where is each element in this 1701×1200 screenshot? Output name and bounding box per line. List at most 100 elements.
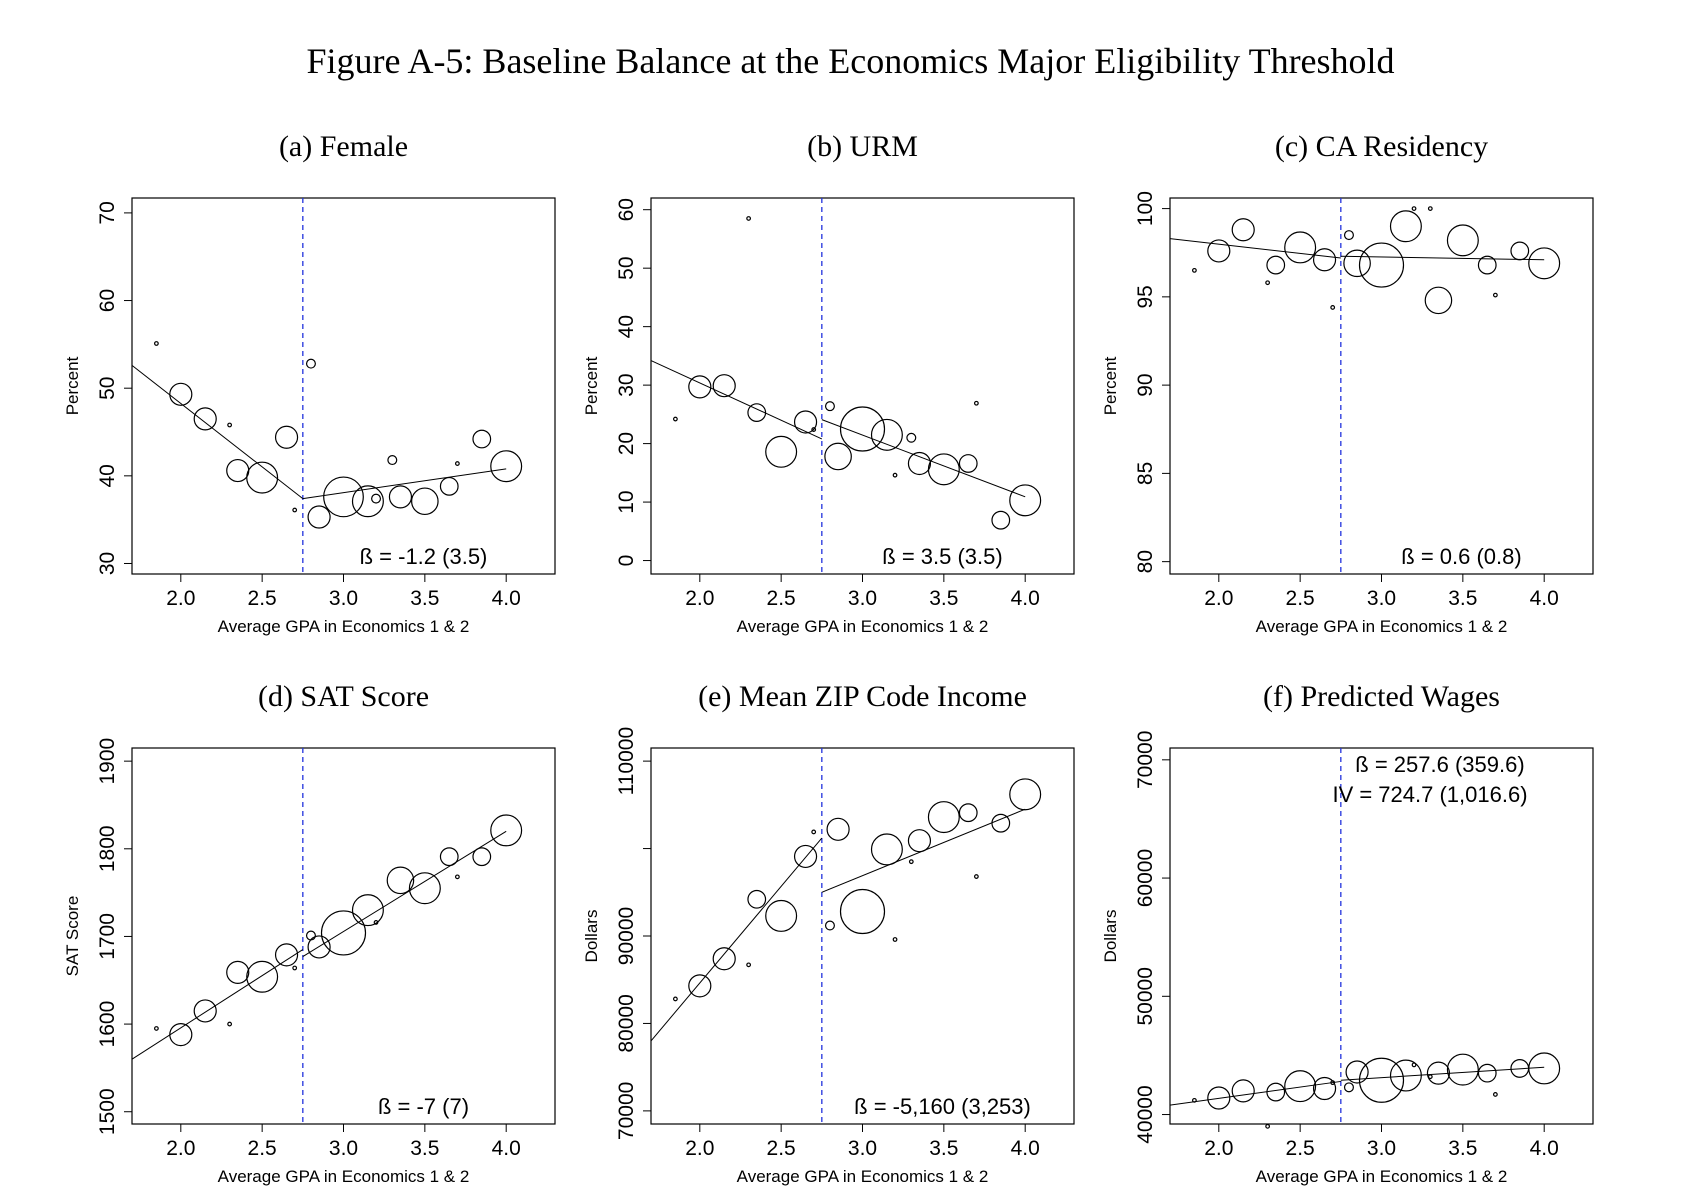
data-point (973, 874, 979, 879)
fit-line-right (1340, 1066, 1545, 1081)
data-point (1192, 267, 1197, 273)
y-tick-label: 1600 (96, 1001, 119, 1048)
y-tick-label: 20 (615, 432, 638, 455)
data-point (765, 435, 798, 468)
data-point (1358, 1057, 1405, 1103)
estimate-annotation: ß = -7 (7) (378, 1094, 469, 1119)
data-point (991, 510, 1011, 530)
y-tick-label: 1700 (96, 913, 119, 960)
x-tick-label: 2.0 (166, 1137, 195, 1160)
data-point (1231, 218, 1255, 242)
data-point (305, 930, 316, 941)
data-point (1192, 1097, 1197, 1103)
fit-line-left (1169, 1080, 1341, 1106)
data-point (323, 476, 364, 518)
data-point (490, 814, 523, 847)
y-tick-label: 30 (96, 552, 119, 575)
y-axis-label: Percent (1101, 356, 1120, 415)
x-tick-label: 4.0 (1530, 587, 1559, 610)
panel-c: (c) CA Residency 2.0 2.5 3.0 3.5 4.0 80 85 90 95 1… (1101, 130, 1594, 636)
data-point (765, 899, 798, 932)
data-point (1345, 1060, 1369, 1084)
y-tick-label: 1900 (96, 738, 119, 785)
data-point (411, 487, 439, 516)
data-point (793, 844, 818, 869)
y-tick-label: 0 (615, 555, 638, 567)
x-tick-label: 2.5 (1286, 587, 1315, 610)
y-axis-label: Percent (582, 356, 601, 415)
panel-title: (a) Female (279, 130, 408, 163)
x-tick-label: 4.0 (492, 1137, 521, 1160)
data-point (1492, 1092, 1498, 1097)
x-tick-label: 2.5 (1286, 1137, 1315, 1160)
data-point (712, 374, 736, 398)
data-point (1266, 255, 1286, 275)
data-point (388, 485, 413, 509)
data-point (793, 410, 818, 434)
data-point (1477, 255, 1497, 275)
y-tick-label: 70000 (1134, 731, 1157, 789)
y-tick-label: 30 (615, 373, 638, 396)
fit-line-right (302, 830, 507, 958)
data-point (154, 1026, 159, 1031)
panel-title: (d) SAT Score (258, 680, 429, 713)
x-tick-label: 2.0 (685, 1137, 714, 1160)
data-point (1343, 230, 1354, 241)
data-point (1358, 242, 1405, 288)
data-point (454, 461, 460, 466)
x-tick-label: 3.0 (1367, 587, 1396, 610)
x-tick-label: 3.0 (329, 587, 358, 610)
data-point (246, 461, 279, 494)
x-tick-label: 3.5 (929, 587, 958, 610)
y-tick-label: 50 (615, 256, 638, 279)
data-point (826, 817, 850, 841)
panel-title: (c) CA Residency (1275, 130, 1488, 163)
data-point (811, 829, 817, 835)
y-axis-label: Percent (63, 356, 82, 415)
data-point (1207, 1086, 1231, 1110)
y-tick-label: 110000 (615, 727, 638, 796)
x-tick-label: 3.5 (410, 587, 439, 610)
y-tick-label: 100 (1134, 191, 1157, 226)
data-point (907, 829, 932, 853)
data-point (227, 1021, 233, 1027)
data-point (870, 833, 903, 866)
data-point (927, 453, 960, 486)
data-point (958, 803, 978, 823)
fit-line-left (131, 365, 304, 500)
data-point (1330, 1080, 1336, 1086)
data-point (839, 888, 886, 935)
data-point (824, 442, 852, 471)
estimate-annotation: ß = -5,160 (3,253) (854, 1094, 1031, 1119)
estimate-annotation: ß = 0.6 (0.8) (1401, 544, 1521, 569)
data-point (824, 401, 835, 412)
data-point (154, 341, 159, 346)
x-tick-label: 3.0 (848, 1137, 877, 1160)
y-tick-label: 60 (615, 198, 638, 221)
y-tick-label: 40 (615, 315, 638, 338)
data-point (305, 358, 316, 369)
y-tick-label: 50000 (1134, 967, 1157, 1025)
estimate-annotation: ß = 3.5 (3.5) (882, 544, 1002, 569)
panel-title: (e) Mean ZIP Code Income (698, 680, 1027, 713)
panel-title: (b) URM (807, 130, 918, 163)
y-axis-label: SAT Score (63, 896, 82, 977)
data-point (673, 996, 678, 1002)
data-point (1266, 1082, 1286, 1102)
x-tick-label: 4.0 (492, 587, 521, 610)
fit-line-right (821, 419, 1026, 498)
fit-line-left (1169, 238, 1341, 259)
data-point (387, 455, 398, 466)
data-point (870, 418, 903, 451)
data-point (1312, 248, 1337, 272)
y-tick-label: 70000 (615, 1082, 638, 1140)
data-point (386, 866, 415, 895)
y-tick-label: 50 (96, 377, 119, 400)
data-point (351, 485, 384, 518)
x-tick-label: 4.0 (1530, 1137, 1559, 1160)
data-point (472, 847, 492, 867)
y-tick-label: 60000 (1134, 849, 1157, 907)
data-point (1330, 305, 1336, 310)
data-point (292, 965, 298, 971)
